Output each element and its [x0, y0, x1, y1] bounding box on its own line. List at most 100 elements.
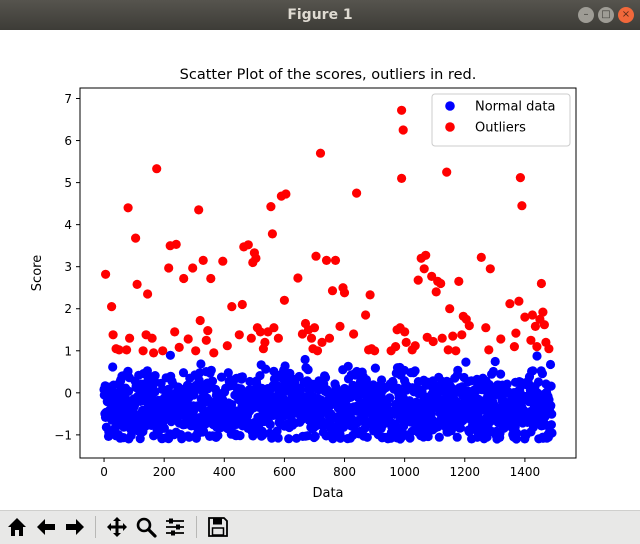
outlier-point — [527, 310, 538, 320]
outlier-point — [335, 321, 345, 331]
outlier-point — [413, 275, 423, 285]
outlier-point — [352, 188, 362, 198]
outlier-point — [269, 323, 279, 333]
window-title: Figure 1 — [287, 7, 353, 23]
y-tick-label: 1 — [64, 344, 72, 358]
outlier-point — [195, 315, 205, 326]
x-tick-label: 0 — [100, 465, 108, 479]
normal-data-point — [213, 430, 223, 441]
outlier-point — [339, 288, 350, 298]
normal-data-point — [124, 386, 134, 396]
normal-data-point — [512, 428, 522, 438]
x-axis-ticks: 0 200 400 600 800 1000 1200 1400 — [100, 458, 540, 479]
configure-subplots-button[interactable] — [162, 514, 188, 540]
outlier-point — [530, 321, 541, 331]
outlier-point — [107, 302, 117, 312]
outlier-point — [198, 255, 208, 265]
zoom-button[interactable] — [133, 514, 159, 540]
outlier-point — [273, 333, 283, 343]
normal-data-point — [206, 365, 216, 375]
y-tick-label: 6 — [64, 134, 72, 148]
outlier-point — [511, 328, 521, 338]
outlier-point — [293, 273, 303, 283]
outlier-point — [149, 348, 159, 358]
pan-button[interactable] — [104, 514, 130, 540]
outlier-point — [174, 342, 184, 352]
outlier-point — [170, 327, 180, 337]
arrow-right-icon — [66, 519, 84, 535]
outlier-point — [421, 250, 431, 260]
normal-data-point — [258, 430, 268, 440]
outlier-point — [218, 256, 228, 266]
outlier-point — [138, 346, 148, 356]
outlier-point — [234, 330, 244, 340]
normal-data-point — [453, 365, 463, 375]
normal-data-point — [545, 359, 556, 370]
outlier-point — [209, 348, 219, 358]
y-tick-label: 3 — [64, 260, 72, 274]
normal-data-point — [490, 356, 500, 367]
legend-marker-normal — [445, 101, 455, 111]
outlier-point — [108, 330, 118, 340]
normal-data-point — [178, 368, 189, 378]
normal-data-point — [423, 431, 433, 442]
normal-data-point — [135, 434, 145, 444]
outlier-point — [267, 229, 277, 239]
outlier-point — [317, 337, 327, 347]
forward-button[interactable] — [62, 514, 88, 540]
normal-data-point — [108, 362, 118, 372]
normal-data-point — [537, 369, 548, 379]
outlier-point — [152, 164, 162, 174]
legend-marker-outliers — [445, 122, 455, 132]
normal-data-points — [99, 350, 557, 444]
home-icon — [8, 518, 26, 536]
normal-data-point — [335, 433, 345, 443]
normal-data-point — [343, 361, 353, 371]
outlier-point — [505, 299, 515, 309]
outlier-point — [520, 312, 530, 322]
outlier-point — [321, 255, 332, 265]
outlier-point — [123, 203, 133, 213]
normal-data-point — [532, 351, 542, 361]
outlier-point — [397, 173, 407, 183]
outlier-points — [101, 105, 554, 358]
axes-frame — [79, 87, 577, 459]
outlier-point — [400, 327, 410, 337]
outlier-point — [437, 333, 447, 343]
normal-data-point — [434, 432, 444, 442]
normal-data-point — [196, 359, 206, 369]
outlier-point — [206, 273, 216, 284]
outlier-point — [279, 295, 289, 305]
outlier-point — [532, 342, 542, 352]
normal-data-point — [237, 372, 247, 382]
normal-data-point — [235, 431, 245, 441]
outlier-point — [122, 345, 132, 355]
outlier-point — [442, 167, 452, 177]
normal-data-point — [496, 369, 506, 379]
maximize-icon: □ — [601, 9, 611, 20]
normal-data-point — [272, 426, 282, 436]
normal-data-point — [280, 361, 290, 371]
outlier-point — [448, 331, 458, 341]
normal-data-point — [547, 409, 557, 419]
save-button[interactable] — [205, 514, 231, 540]
outlier-point — [457, 330, 467, 340]
minimize-button[interactable]: – — [578, 7, 594, 23]
outlier-point — [454, 276, 464, 286]
maximize-button[interactable]: □ — [598, 7, 614, 23]
back-button[interactable] — [33, 514, 59, 540]
outlier-point — [101, 269, 111, 279]
normal-data-point — [300, 354, 310, 365]
y-tick-label: 4 — [64, 218, 72, 232]
normal-data-point — [207, 376, 218, 386]
outlier-point — [544, 344, 554, 354]
normal-data-point — [284, 434, 294, 444]
outlier-point — [188, 263, 198, 273]
y-axis-ticks: −1 0 1 2 3 4 5 6 7 — [54, 92, 80, 442]
outlier-point — [183, 334, 193, 344]
outlier-point — [125, 333, 135, 343]
outlier-point — [485, 264, 495, 274]
home-button[interactable] — [4, 514, 30, 540]
floppy-disk-icon — [208, 517, 228, 537]
close-button[interactable]: × — [618, 7, 634, 23]
